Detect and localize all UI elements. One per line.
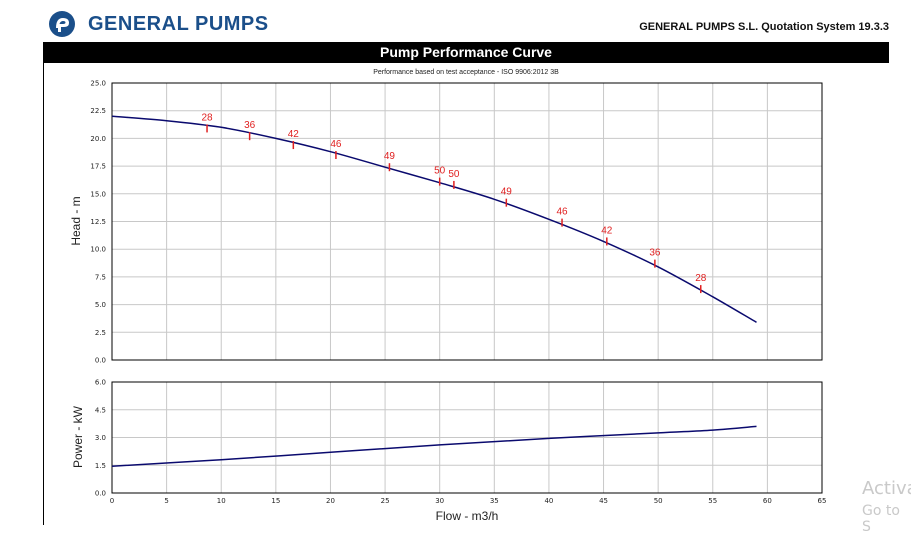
system-title: GENERAL PUMPS S.L. Quotation System 19.3… (639, 21, 889, 33)
head-y-tick-label: 20.0 (90, 135, 106, 143)
watermark-line-1: Activa (862, 478, 911, 499)
power-y-tick-label: 0.0 (95, 490, 106, 498)
head-chart-grid (111, 82, 823, 361)
watermark-line-2: Go to S (862, 503, 900, 535)
efficiency-label: 46 (330, 139, 342, 150)
power-y-tick-label: 1.5 (95, 462, 106, 470)
pump-logo-icon (49, 11, 75, 37)
head-curve (111, 115, 757, 323)
x-tick-label: 45 (599, 497, 608, 505)
efficiency-label: 36 (649, 248, 661, 259)
efficiency-label: 42 (288, 129, 300, 140)
page-title: Pump Performance Curve (43, 42, 889, 63)
brand-name: GENERAL PUMPS (88, 12, 269, 35)
frame-left-border (43, 63, 44, 525)
head-y-tick-label: 22.5 (90, 107, 106, 115)
head-y-tick-label: 10.0 (90, 246, 106, 254)
head-y-tick-label: 25.0 (90, 80, 106, 88)
flow-axis-label: Flow - m3/h (436, 509, 499, 523)
power-chart-grid (111, 381, 823, 494)
efficiency-label: 50 (434, 166, 446, 177)
power-y-tick-label: 6.0 (95, 379, 106, 387)
x-tick-label: 50 (654, 497, 663, 505)
head-y-ticks: 0.0 2.5 5.0 7.5 10.0 12.5 15.0 17.5 20.0 22.5 25.0 (90, 80, 106, 365)
chart-subtitle: Performance based on test acceptance - I… (373, 69, 559, 76)
head-y-tick-label: 15.0 (90, 190, 106, 198)
head-y-tick-label: 12.5 (90, 218, 106, 226)
x-tick-label: 10 (217, 497, 226, 505)
head-y-tick-label: 7.5 (95, 273, 106, 281)
efficiency-label: 50 (448, 169, 460, 180)
x-tick-label: 55 (708, 497, 717, 505)
head-y-tick-label: 2.5 (95, 329, 106, 337)
head-y-tick-label: 0.0 (95, 357, 106, 365)
power-y-tick-label: 3.0 (95, 434, 106, 442)
head-y-tick-label: 5.0 (95, 301, 106, 309)
efficiency-label: 28 (695, 273, 707, 284)
efficiency-label: 28 (201, 112, 213, 123)
x-tick-label: 40 (544, 497, 553, 505)
efficiency-label: 42 (601, 225, 613, 236)
x-tick-label: 30 (435, 497, 444, 505)
x-tick-label: 60 (763, 497, 772, 505)
x-tick-label: 65 (818, 497, 827, 505)
x-tick-label: 35 (490, 497, 499, 505)
x-tick-label: 5 (164, 497, 168, 505)
efficiency-markers: 28 36 42 46 49 50 50 49 46 42 36 28 (201, 112, 707, 294)
head-y-tick-label: 17.5 (90, 163, 106, 171)
power-y-ticks: 0.0 1.5 3.0 4.5 6.0 (95, 379, 106, 498)
power-y-tick-label: 4.5 (95, 406, 106, 414)
efficiency-label: 49 (384, 151, 396, 162)
x-tick-label: 25 (381, 497, 390, 505)
efficiency-label: 49 (501, 187, 513, 198)
head-axis-label: Head - m (69, 196, 83, 245)
power-curve (111, 425, 757, 467)
x-tick-label: 0 (110, 497, 114, 505)
x-tick-label: 20 (326, 497, 335, 505)
brand-logo: GENERAL PUMPS (48, 10, 269, 38)
x-tick-label: 15 (271, 497, 280, 505)
flow-x-ticks: 0 5 10 15 20 25 30 35 40 45 50 55 60 65 (110, 497, 827, 505)
power-axis-label: Power - kW (71, 405, 85, 468)
efficiency-label: 36 (244, 120, 256, 131)
efficiency-label: 46 (556, 207, 568, 218)
power-chart-frame (111, 381, 823, 494)
head-chart-frame (111, 82, 823, 361)
